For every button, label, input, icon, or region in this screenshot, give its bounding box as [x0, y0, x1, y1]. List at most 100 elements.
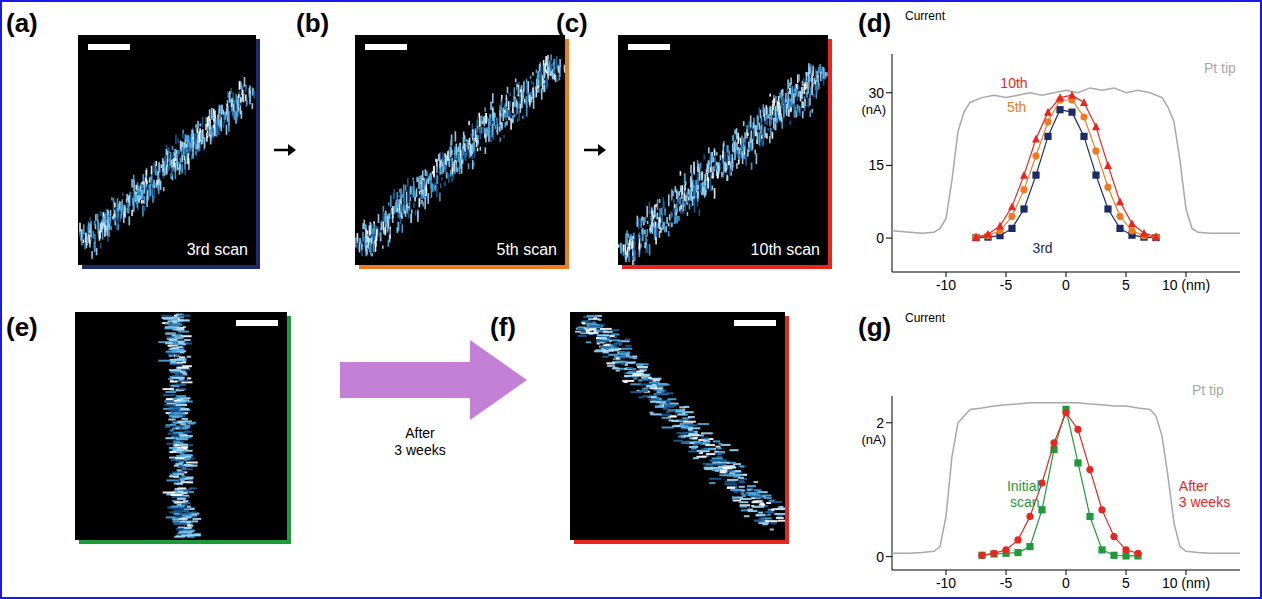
image-streak: [107, 210, 109, 216]
image-streak: [712, 186, 714, 191]
image-streak: [451, 178, 453, 181]
image-streak: [805, 84, 807, 90]
image-streak: [731, 154, 733, 164]
image-streak: [455, 162, 457, 172]
image-streak: [433, 166, 435, 178]
image-streak: [217, 120, 219, 126]
image-streak: [183, 144, 185, 156]
image-streak: [468, 163, 470, 169]
image-streak: [743, 138, 745, 146]
image-streak: [143, 182, 145, 194]
image-streak: [705, 190, 707, 196]
image-streak: [666, 217, 668, 224]
image-streak: [812, 77, 814, 87]
image-streak: [750, 115, 752, 127]
image-streak: [183, 425, 191, 427]
image-streak: [210, 136, 212, 145]
image-streak: [564, 65, 565, 70]
image-streak: [679, 206, 681, 211]
image-streak: [156, 161, 158, 166]
image-streak: [797, 75, 799, 83]
image-streak: [789, 88, 791, 94]
image-streak: [197, 121, 199, 128]
image-streak: [627, 240, 629, 245]
image-streak: [180, 142, 182, 152]
image-streak: [512, 102, 514, 113]
image-streak: [503, 135, 505, 138]
image-streak: [146, 168, 148, 177]
image-streak: [388, 220, 390, 227]
image-streak: [149, 184, 151, 195]
image-streak: [469, 153, 471, 159]
image-streak: [773, 118, 775, 129]
image-streak: [477, 140, 479, 145]
image-streak: [690, 165, 692, 173]
image-streak: [714, 188, 716, 199]
image-streak: [414, 197, 416, 202]
image-streak: [426, 172, 428, 176]
image-streak: [234, 109, 236, 120]
image-streak: [104, 225, 106, 237]
image-streak: [378, 214, 380, 223]
image-streak: [526, 96, 528, 106]
image-streak: [94, 221, 96, 225]
image-streak: [236, 111, 238, 123]
image-streak: [790, 102, 792, 106]
image-streak: [178, 139, 180, 143]
image-streak: [639, 235, 641, 239]
image-streak: [647, 221, 649, 224]
image-streak: [710, 168, 712, 172]
image-streak: [158, 184, 160, 195]
image-streak: [436, 166, 438, 173]
image-streak: [769, 94, 771, 97]
image-streak: [198, 132, 200, 142]
image-streak: [809, 94, 811, 106]
image-streak: [423, 190, 425, 195]
image-streak: [653, 211, 655, 220]
image-streak: [236, 94, 238, 104]
image-streak: [176, 395, 186, 397]
image-streak: [415, 210, 417, 216]
image-streak: [655, 204, 657, 207]
image-streak: [476, 128, 478, 135]
image-streak: [142, 205, 144, 216]
image-streak: [422, 202, 424, 206]
image-caption: 3rd scan: [187, 241, 248, 258]
image-streak: [709, 157, 711, 167]
image-streak: [424, 198, 426, 210]
image-streak: [701, 171, 703, 180]
image-streak: [369, 248, 371, 252]
image-streak: [676, 216, 678, 224]
image-streak: [798, 91, 800, 97]
image-streak: [735, 140, 737, 151]
image-streak: [95, 214, 97, 221]
image-streak: [151, 189, 153, 195]
image-streak: [450, 147, 452, 157]
image-streak: [795, 111, 797, 118]
image-streak: [225, 111, 227, 120]
panel-letter: (c): [556, 8, 588, 38]
scale-bar: [365, 44, 407, 50]
image-streak: [146, 180, 148, 184]
image-streak: [767, 128, 769, 132]
image-streak: [534, 90, 536, 99]
image-streak: [173, 159, 175, 167]
image-streak: [531, 81, 533, 84]
image-streak: [684, 185, 686, 191]
image-streak: [516, 101, 518, 107]
image-streak: [189, 487, 197, 489]
image-streak: [182, 133, 184, 139]
image-streak: [104, 218, 106, 222]
image-streak: [142, 200, 144, 204]
image-streak: [107, 212, 109, 216]
image-streak: [797, 90, 799, 101]
image-streak: [468, 121, 470, 126]
image-streak: [766, 118, 768, 125]
image-streak: [711, 152, 713, 163]
image-streak: [519, 92, 521, 104]
image-streak: [823, 80, 825, 85]
image-streak: [455, 162, 457, 172]
image-streak: [454, 147, 456, 156]
image-streak: [252, 87, 254, 97]
image-streak: [472, 142, 474, 152]
